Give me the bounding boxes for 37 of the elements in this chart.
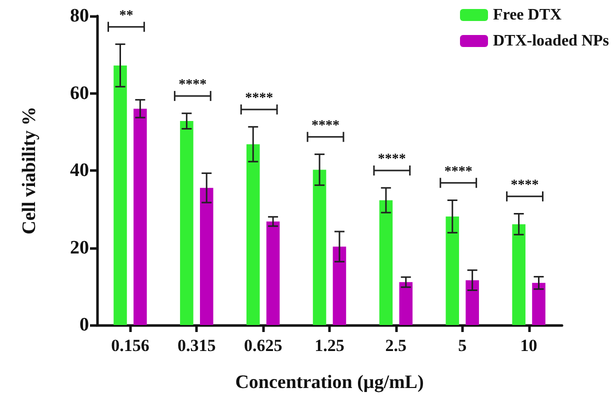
x-axis-title: Concentration (μg/mL) xyxy=(235,372,424,393)
legend-label: DTX-loaded NPs xyxy=(492,32,610,50)
bar xyxy=(114,65,127,325)
bar xyxy=(200,188,214,325)
annotation: **** xyxy=(378,152,406,167)
annotation: **** xyxy=(245,90,274,106)
x-tick-label: 0.625 xyxy=(244,336,282,355)
x-tick-label: 1.25 xyxy=(314,336,344,355)
bar xyxy=(180,121,194,325)
bar xyxy=(266,221,280,325)
x-tick-label: 0.156 xyxy=(111,336,150,355)
legend-label: Free DTX xyxy=(492,6,562,24)
bar xyxy=(466,280,479,325)
bar xyxy=(379,200,393,325)
bar xyxy=(134,108,147,325)
bar xyxy=(312,170,326,325)
y-tick-label: 40 xyxy=(70,160,89,181)
y-axis-title: Cell viability % xyxy=(19,106,40,234)
bar xyxy=(532,282,546,325)
annotation: ** xyxy=(119,8,134,24)
y-tick-label: 80 xyxy=(70,6,89,26)
annotation: **** xyxy=(510,178,539,193)
bar xyxy=(512,224,526,325)
x-tick-label: 5 xyxy=(458,336,467,355)
y-tick-label: 60 xyxy=(70,82,89,104)
annotation: **** xyxy=(178,77,207,92)
x-tick-label: 2.5 xyxy=(385,336,407,355)
x-tick-label: 0.315 xyxy=(178,336,216,355)
x-tick-label: 10 xyxy=(520,336,538,355)
bar xyxy=(446,216,460,325)
bar xyxy=(246,144,260,325)
y-tick-label: 0 xyxy=(80,314,89,336)
annotation: **** xyxy=(312,118,340,134)
y-tick-label: 20 xyxy=(70,237,89,258)
bar xyxy=(332,246,346,325)
bar xyxy=(399,282,413,325)
annotation: **** xyxy=(444,164,472,180)
